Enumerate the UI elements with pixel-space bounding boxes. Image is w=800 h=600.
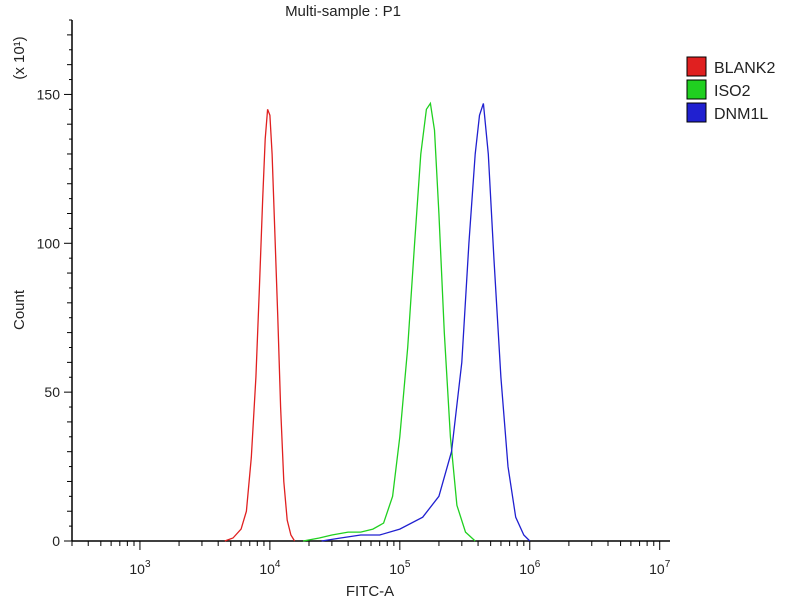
- chart-title: Multi-sample : P1: [285, 3, 401, 20]
- legend-swatch: [686, 56, 707, 77]
- x-tick-label: 107: [649, 559, 671, 577]
- series-layer: [224, 101, 531, 542]
- x-tick-exponent: 4: [275, 559, 281, 570]
- series-line-dnm1l: [321, 103, 531, 542]
- x-tick-label: 103: [129, 559, 151, 577]
- y-tick-label: 0: [52, 533, 60, 549]
- y-axis-label-group: Count: [11, 289, 28, 330]
- x-tick-base: 10: [129, 561, 145, 577]
- x-tick-exponent: 6: [535, 559, 541, 570]
- series-line-blank2: [224, 109, 296, 542]
- x-tick-base: 10: [519, 561, 535, 577]
- x-tick-label: 106: [519, 559, 541, 577]
- y-ticks: 0 50 100 150: [37, 19, 72, 549]
- x-tick-base: 10: [259, 561, 275, 577]
- legend-swatch: [686, 79, 707, 100]
- legend-swatch: [686, 102, 707, 123]
- y-axis-label: Count: [11, 289, 28, 330]
- x-tick-exponent: 3: [145, 559, 151, 570]
- y-multiplier-group: (x 10¹): [11, 36, 28, 79]
- y-tick-label: 150: [37, 86, 61, 102]
- x-ticks: 103 104 105 106 107: [71, 541, 671, 577]
- legend-label: DNM1L: [714, 106, 768, 123]
- x-tick-base: 10: [649, 561, 665, 577]
- legend: BLANK2 ISO2 DNM1L: [686, 56, 775, 123]
- x-tick-label: 104: [259, 559, 281, 577]
- y-tick-label: 100: [37, 235, 61, 251]
- series-line-iso2: [302, 101, 476, 542]
- x-tick-label: 105: [389, 559, 411, 577]
- legend-label: BLANK2: [714, 60, 775, 77]
- legend-label: ISO2: [714, 83, 751, 100]
- x-tick-exponent: 5: [405, 559, 411, 570]
- y-tick-label: 50: [44, 384, 60, 400]
- x-tick-exponent: 7: [665, 559, 671, 570]
- x-axis-label: FITC-A: [346, 583, 394, 600]
- x-tick-base: 10: [389, 561, 405, 577]
- y-axis-multiplier: (x 10¹): [11, 36, 28, 79]
